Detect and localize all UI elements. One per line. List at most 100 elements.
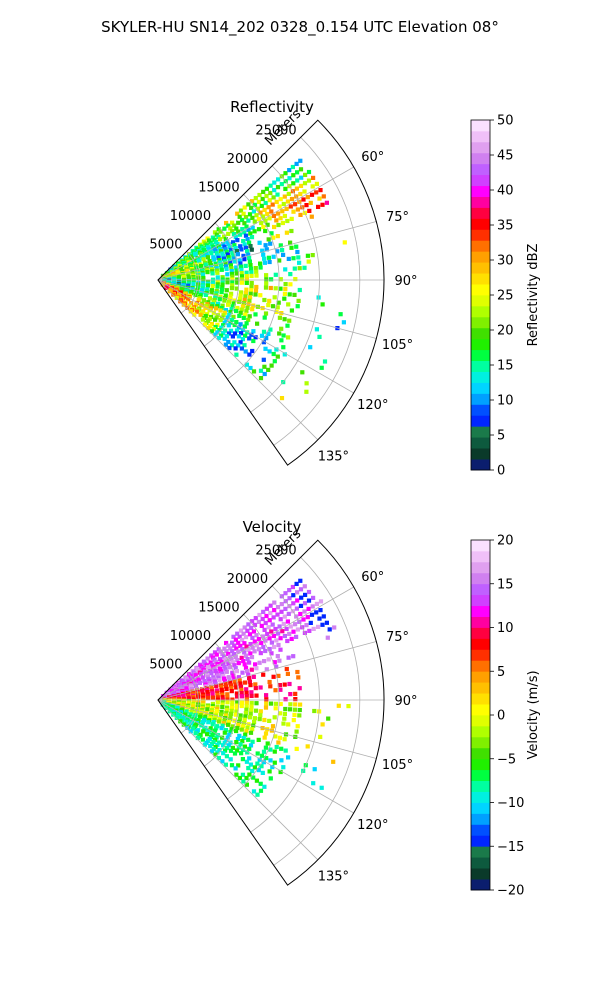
echo-gate: [228, 680, 233, 685]
echo-gate: [267, 769, 272, 774]
echo-gate: [214, 671, 219, 676]
echo-gate: [264, 701, 269, 706]
echo-gate: [198, 714, 203, 719]
colorbar-tick-label: 30: [497, 254, 514, 269]
echo-gate: [282, 317, 287, 322]
echo-gate: [185, 268, 190, 273]
echo-gate: [212, 237, 217, 242]
echo-gate: [252, 716, 257, 721]
echo-gate: [228, 260, 233, 265]
echo-gate: [269, 231, 274, 236]
echo-gate: [256, 637, 261, 642]
echo-gate: [273, 734, 278, 739]
echo-gate: [248, 244, 253, 249]
echo-gate: [194, 309, 199, 314]
echo-gate: [291, 209, 296, 214]
echo-gate: [295, 598, 300, 603]
echo-gate: [275, 192, 280, 197]
echo-gate: [298, 183, 304, 188]
echo-gate: [223, 681, 228, 686]
echo-gate: [243, 714, 248, 719]
echo-gate: [276, 642, 281, 648]
echo-gate: [189, 687, 194, 692]
echo-gate: [255, 321, 260, 326]
echo-gate: [242, 744, 247, 749]
echo-gate: [228, 683, 233, 688]
echo-gate: [310, 604, 315, 609]
echo-gate: [283, 186, 288, 191]
echo-gate: [231, 314, 236, 319]
echo-gate: [264, 277, 269, 282]
echo-gate: [281, 721, 286, 726]
echo-gate: [217, 748, 222, 753]
echo-gate: [278, 636, 283, 641]
echo-gate: [283, 286, 288, 292]
echo-gate: [220, 723, 225, 728]
echo-gate: [267, 718, 272, 723]
reflectivity-panel: 5000 10000 15000 20000 25000 60° 75° 90° 105° 120…: [149, 98, 541, 479]
echo-gate: [253, 335, 258, 340]
echo-gate: [257, 192, 262, 198]
echo-gate: [304, 203, 309, 208]
echo-gate: [206, 695, 211, 700]
echo-gate: [262, 659, 267, 664]
echo-gate: [258, 376, 264, 381]
echo-gate: [222, 646, 227, 651]
echo-gate: [220, 303, 225, 308]
echo-gate: [271, 254, 276, 259]
echo-gate: [198, 312, 203, 317]
echo-gate: [298, 702, 303, 707]
echo-gate: [195, 735, 200, 741]
echo-gate: [245, 725, 250, 730]
radial-tick-label: 10000: [170, 209, 211, 224]
echo-gate: [247, 352, 252, 357]
echo-gate: [215, 284, 220, 289]
echo-gate: [216, 244, 221, 249]
echo-gate: [314, 181, 319, 186]
echo-gate: [279, 746, 284, 751]
echo-gate: [231, 673, 236, 678]
echo-gate: [273, 286, 278, 291]
echo-gate: [256, 737, 261, 742]
echo-gate: [200, 737, 205, 742]
echo-gate: [288, 702, 293, 707]
echo-gate: [247, 756, 252, 761]
echo-gate: [237, 678, 242, 683]
echo-gate: [247, 632, 253, 637]
azimuth-gridline: [157, 699, 319, 861]
echo-gate: [209, 685, 214, 690]
echo-gate: [212, 717, 217, 722]
echo-gate: [228, 740, 233, 745]
echo-gate: [216, 755, 221, 761]
echo-gate: [214, 684, 219, 689]
echo-gate: [230, 250, 235, 255]
echo-gate: [268, 776, 273, 781]
echo-gate: [263, 285, 269, 290]
echo-gate: [214, 251, 219, 256]
echo-gate: [237, 775, 242, 781]
echo-gate: [288, 282, 293, 287]
colorbar-segment: [471, 404, 490, 416]
colorbar-segment: [471, 835, 490, 847]
echo-gate: [259, 623, 264, 628]
echo-gate: [186, 701, 191, 706]
echo-gate: [215, 673, 220, 678]
echo-gate: [321, 194, 326, 199]
echo-gate: [242, 221, 247, 226]
echo-gate: [240, 227, 245, 232]
echo-gate: [226, 300, 232, 305]
echo-gate: [249, 332, 254, 337]
echo-gate: [321, 614, 326, 619]
echo-gate: [238, 261, 243, 266]
echo-gate: [215, 275, 220, 280]
sector-outline: [157, 539, 385, 886]
radial-tick-label: 15000: [198, 180, 239, 195]
echo-gate: [222, 718, 227, 723]
echo-gate: [253, 686, 258, 691]
echo-gate: [267, 298, 272, 303]
echo-gate: [236, 343, 241, 348]
azimuth-tick-label: 60°: [361, 150, 384, 165]
echo-gate: [281, 333, 286, 338]
echo-gate: [283, 171, 288, 176]
echo-gate: [262, 256, 267, 261]
